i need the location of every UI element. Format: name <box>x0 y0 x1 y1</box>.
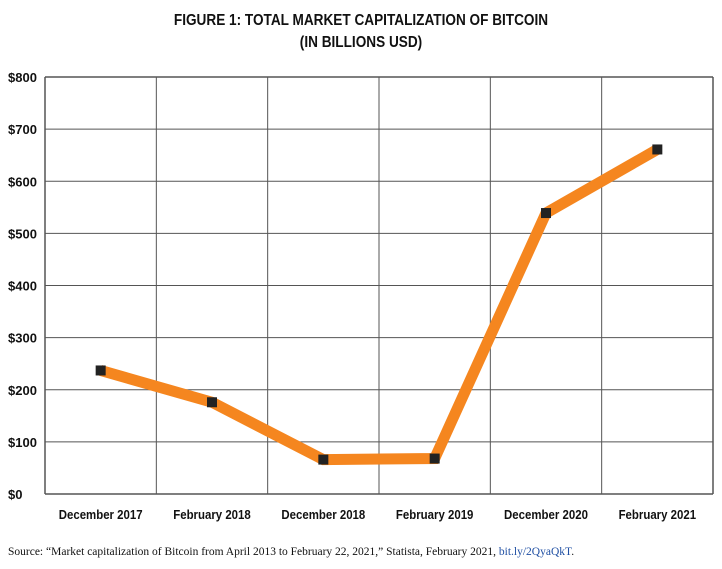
y-tick-label: $700 <box>8 122 37 137</box>
y-tick-label: $0 <box>8 487 22 502</box>
chart-title: FIGURE 1: TOTAL MARKET CAPITALIZATION OF… <box>54 10 668 54</box>
x-tick-label: December 2017 <box>59 507 143 522</box>
y-tick-label: $100 <box>8 435 37 450</box>
data-point <box>95 365 106 376</box>
y-tick-label: $800 <box>8 70 37 85</box>
y-tick-label: $400 <box>8 279 37 294</box>
source-link[interactable]: bit.ly/2QyaQkT <box>498 546 572 558</box>
y-tick-label: $500 <box>8 226 37 241</box>
source-note: Source: “Market capitalization of Bitcoi… <box>8 546 574 558</box>
data-point <box>318 454 329 465</box>
series-line <box>99 144 661 466</box>
y-tick-label: $200 <box>8 383 37 398</box>
data-point <box>652 144 663 155</box>
x-tick-label: December 2020 <box>504 507 588 522</box>
title-line-2: (IN BILLIONS USD) <box>299 34 423 51</box>
title-line-1: FIGURE 1: TOTAL MARKET CAPITALIZATION OF… <box>173 12 549 29</box>
data-point <box>207 397 217 408</box>
source-text: Source: “Market capitalization of Bitcoi… <box>8 546 499 558</box>
x-tick-label: December 2018 <box>281 507 365 522</box>
data-point <box>541 208 551 219</box>
data-point <box>429 453 440 464</box>
x-tick-label: February 2019 <box>396 507 474 522</box>
source-end: . <box>571 546 575 558</box>
x-tick-label: February 2018 <box>173 507 251 522</box>
y-tick-label: $300 <box>8 331 37 346</box>
y-tick-label: $600 <box>8 174 37 189</box>
x-tick-label: February 2021 <box>619 507 697 522</box>
line-chart: $0 $100 $200 $300 $400 $500 $600 $700 $800 Decemb… <box>8 70 714 522</box>
